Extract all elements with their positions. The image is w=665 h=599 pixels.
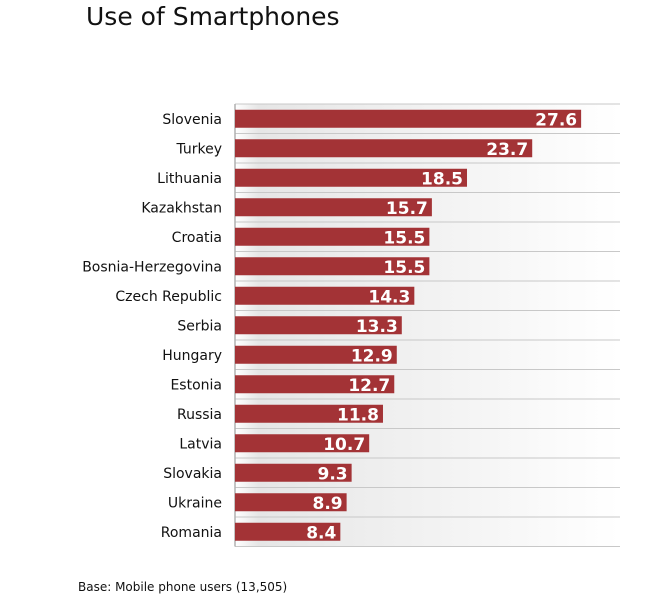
- footnote: Base: Mobile phone users (13,505): [78, 580, 288, 594]
- data-label: 10.7: [323, 435, 365, 455]
- bar: [235, 345, 397, 364]
- category-label: Czech Republic: [115, 289, 222, 305]
- category-label: Romania: [161, 525, 222, 541]
- bar: [235, 493, 347, 512]
- data-label: 27.6: [535, 110, 577, 130]
- data-label: 14.3: [368, 287, 410, 307]
- data-label: 13.3: [356, 317, 398, 337]
- bar: [235, 522, 341, 541]
- category-label: Hungary: [162, 348, 222, 364]
- bar: [235, 139, 533, 158]
- category-label: Russia: [177, 407, 222, 423]
- bar: [235, 375, 395, 394]
- data-label: 12.7: [348, 376, 390, 396]
- category-label: Croatia: [172, 230, 222, 246]
- category-label: Kazakhstan: [141, 200, 222, 216]
- data-label: 15.7: [386, 199, 428, 219]
- bar: [235, 168, 468, 187]
- category-label: Bosnia-Herzegovina: [82, 259, 222, 275]
- bar: [235, 257, 430, 276]
- data-label: 8.4: [306, 523, 336, 543]
- chart-title: Use of Smartphones: [86, 2, 340, 31]
- data-label: 23.7: [486, 140, 528, 160]
- bar: [235, 109, 582, 128]
- bar: [235, 198, 432, 217]
- bar: [235, 434, 370, 453]
- category-label: Ukraine: [168, 495, 222, 511]
- bar: [235, 404, 383, 423]
- data-label: 12.9: [351, 346, 393, 366]
- category-label: Latvia: [179, 436, 222, 452]
- data-label: 15.5: [383, 228, 425, 248]
- data-label: 11.8: [337, 405, 379, 425]
- bar: [235, 316, 402, 335]
- data-label: 9.3: [318, 464, 348, 484]
- category-label: Slovakia: [163, 466, 222, 482]
- data-label: 8.9: [312, 494, 342, 514]
- category-label: Slovenia: [162, 112, 222, 128]
- category-label: Estonia: [170, 377, 222, 393]
- data-label: 15.5: [383, 258, 425, 278]
- category-label: Serbia: [177, 318, 222, 334]
- bar: [235, 227, 430, 246]
- data-label: 18.5: [421, 169, 463, 189]
- category-label: Lithuania: [157, 171, 222, 187]
- category-label: Turkey: [175, 141, 222, 157]
- bar: [235, 286, 415, 305]
- bar: [235, 463, 352, 482]
